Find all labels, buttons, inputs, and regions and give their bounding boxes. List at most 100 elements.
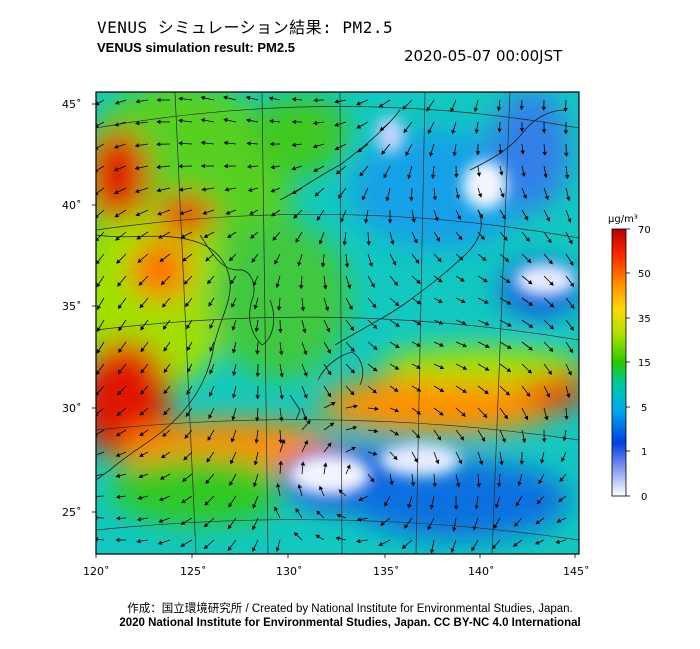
wind-arrowhead xyxy=(139,411,145,416)
wind-arrowhead xyxy=(541,106,546,111)
wind-arrowhead xyxy=(395,344,400,349)
wind-arrowhead xyxy=(269,118,274,124)
wind-arrowhead xyxy=(327,442,332,447)
wind-arrowhead xyxy=(223,140,228,146)
wind-arrowhead xyxy=(368,262,374,267)
wind-arrowhead xyxy=(223,117,228,123)
wind-arrowhead xyxy=(361,195,366,201)
wind-arrowhead xyxy=(479,214,483,219)
wind-arrowhead xyxy=(411,218,416,223)
wind-arrowhead xyxy=(314,192,320,197)
wind-arrowhead xyxy=(429,504,435,510)
wind-arrowhead xyxy=(344,263,350,268)
wind-arrowhead xyxy=(203,522,209,528)
wind-arrowhead xyxy=(270,164,275,170)
wind-arrowhead xyxy=(543,173,548,179)
wind-arrowhead xyxy=(163,389,168,395)
wind-arrowhead xyxy=(384,502,389,507)
wind-arrowhead xyxy=(372,389,377,394)
wind-arrowhead xyxy=(456,482,461,488)
footer-credit: 作成：国立環境研究所 / Created by National Institu… xyxy=(127,603,573,615)
wind-arrowhead xyxy=(115,236,120,241)
colorbar-tick-35: 35 xyxy=(638,314,651,325)
wind-arrowhead xyxy=(547,370,552,375)
wind-arrowhead xyxy=(278,351,284,356)
wind-arrowhead xyxy=(564,174,570,180)
wind-arrowhead xyxy=(303,440,308,445)
wind-arrowhead xyxy=(566,196,571,202)
lat-label-30: 30˚ xyxy=(62,402,82,415)
footer-license: 2020 National Institute for Environmenta… xyxy=(119,617,581,629)
wind-arrowhead xyxy=(496,106,502,112)
wind-arrowhead xyxy=(452,151,457,157)
wind-arrowhead xyxy=(437,257,442,263)
wind-arrowhead xyxy=(157,540,163,545)
wind-arrowhead xyxy=(501,214,506,220)
wind-arrowhead xyxy=(385,196,390,202)
wind-arrowhead xyxy=(278,439,283,444)
wind-arrow xyxy=(96,473,105,477)
wind-arrowhead xyxy=(457,215,462,220)
wind-arrowhead xyxy=(521,438,527,444)
wind-arrowhead xyxy=(461,412,466,417)
wind-arrowhead xyxy=(181,498,186,504)
lat-label-25: 25˚ xyxy=(62,506,82,519)
wind-arrowhead xyxy=(484,321,490,326)
wind-arrowhead xyxy=(276,306,282,311)
wind-arrowhead xyxy=(349,326,355,331)
wind-arrowhead xyxy=(275,283,280,288)
wind-arrowhead xyxy=(416,321,422,326)
wind-arrowhead xyxy=(246,118,251,123)
wind-arrowhead xyxy=(482,413,488,419)
wind-arrowhead xyxy=(300,461,306,466)
wind-arrowhead xyxy=(549,325,555,330)
wind-arrowhead xyxy=(527,280,533,285)
wind-arrowhead xyxy=(393,281,399,286)
colorbar-tick-5: 5 xyxy=(641,403,647,414)
wind-arrowhead xyxy=(544,416,549,421)
wind-arrowhead xyxy=(208,414,213,419)
wind-arrowhead xyxy=(279,417,284,422)
wind-arrowhead xyxy=(279,373,284,378)
wind-arrowhead xyxy=(303,394,308,399)
wind-arrowhead xyxy=(254,327,259,333)
wind-arrowhead xyxy=(524,415,529,421)
wind-arrowhead xyxy=(334,99,339,104)
wind-arrowhead xyxy=(303,372,308,377)
wind-arrowhead xyxy=(416,342,422,347)
wind-arrowhead xyxy=(116,411,122,416)
wind-arrowhead xyxy=(350,390,355,396)
wind-arrowhead xyxy=(246,141,251,146)
wind-arrowhead xyxy=(182,257,187,262)
wind-arrowhead xyxy=(524,216,529,221)
wind-arrowhead xyxy=(372,324,378,329)
wind-arrowhead xyxy=(474,129,479,134)
wind-arrowhead xyxy=(187,368,191,373)
wind-arrowhead xyxy=(559,477,564,483)
wind-arrowhead xyxy=(462,343,467,348)
wind-arrowhead xyxy=(393,455,398,461)
wind-arrowhead xyxy=(278,460,283,465)
wind-arrowhead xyxy=(569,348,574,354)
wind-arrowhead xyxy=(527,369,532,374)
wind-arrowhead xyxy=(178,187,184,192)
wind-arrowhead xyxy=(350,369,355,374)
wind-arrowhead xyxy=(159,475,165,480)
wind-arrowhead xyxy=(435,459,440,465)
wind-arrowhead xyxy=(134,143,140,148)
wind-arrowhead xyxy=(438,299,443,303)
wind-arrowhead xyxy=(115,473,121,478)
wind-arrowhead xyxy=(460,436,465,441)
wind-arrowhead xyxy=(416,410,422,415)
wind-arrowhead xyxy=(346,464,351,469)
wind-arrowhead xyxy=(156,142,161,147)
wind-arrowhead xyxy=(205,479,210,485)
wind-arrowhead xyxy=(342,241,347,246)
wind-arrowhead xyxy=(300,307,306,312)
wind-arrowhead xyxy=(163,410,168,416)
wind-arrowhead xyxy=(521,172,526,178)
wind-arrowhead xyxy=(499,171,504,176)
wind-arrowhead xyxy=(394,408,400,413)
wind-arrowhead xyxy=(393,387,399,392)
wind-arrowhead xyxy=(494,503,500,509)
